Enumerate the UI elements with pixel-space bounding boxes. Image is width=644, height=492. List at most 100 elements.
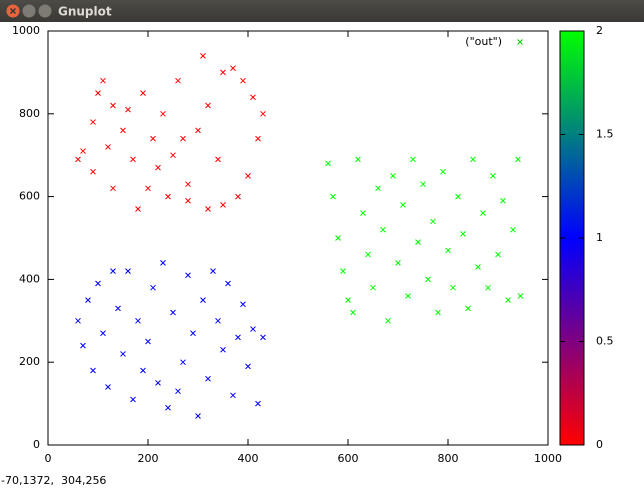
- point: [100, 77, 106, 84]
- point: [105, 144, 111, 150]
- point: [130, 396, 136, 403]
- point: [435, 309, 441, 316]
- point: [335, 235, 341, 241]
- point: [140, 90, 146, 96]
- maximize-button[interactable]: [38, 4, 52, 18]
- point: [220, 346, 226, 353]
- point: [225, 280, 231, 287]
- point: [135, 206, 141, 212]
- x-tick-label: 400: [238, 452, 259, 465]
- point: [170, 152, 176, 159]
- point: [155, 380, 161, 386]
- point: [115, 305, 121, 312]
- point: [125, 106, 131, 113]
- point: [190, 330, 196, 337]
- point: [430, 218, 436, 225]
- title-bar: [0, 0, 644, 22]
- point: [200, 297, 206, 303]
- point: [145, 338, 151, 345]
- point: [95, 90, 101, 96]
- colorbar-tick-label: 2: [596, 24, 603, 37]
- point: [205, 206, 211, 212]
- point: [510, 226, 516, 233]
- point: [220, 69, 226, 76]
- point: [425, 276, 431, 283]
- point: [145, 185, 151, 192]
- point: [470, 156, 476, 163]
- point: [480, 210, 486, 217]
- point: [495, 251, 501, 258]
- point: [380, 226, 386, 233]
- point: [355, 156, 361, 163]
- point: [350, 309, 356, 316]
- point: [255, 400, 261, 407]
- point: [215, 317, 221, 324]
- point: [140, 367, 146, 374]
- point: [340, 268, 346, 274]
- point: [410, 156, 416, 163]
- point: [170, 309, 176, 316]
- point: [365, 251, 371, 258]
- point: [130, 156, 136, 163]
- point: [215, 156, 221, 163]
- point: [390, 173, 396, 179]
- point: [475, 264, 481, 270]
- point: [460, 231, 466, 237]
- point: [220, 202, 226, 208]
- point: [135, 317, 141, 324]
- point: [150, 284, 156, 291]
- point: [445, 247, 451, 254]
- point: [517, 293, 524, 299]
- point: [175, 77, 181, 84]
- point: [110, 102, 116, 109]
- point: [110, 185, 116, 192]
- colorbar-tick-label: 1: [596, 231, 603, 244]
- point: [490, 173, 496, 179]
- point: [400, 202, 406, 208]
- colorbar-tick-label: 0: [596, 438, 603, 451]
- point: [185, 272, 191, 279]
- point: [95, 280, 101, 287]
- point: [180, 359, 186, 366]
- point: [75, 156, 81, 163]
- point: [240, 77, 246, 84]
- point: [200, 52, 206, 59]
- point: [230, 65, 236, 72]
- point: [235, 334, 241, 341]
- minimize-button[interactable]: [22, 4, 36, 18]
- point: [385, 317, 391, 324]
- legend-marker: [517, 39, 523, 45]
- point: [125, 268, 131, 274]
- x-tick-label: 0: [45, 452, 52, 465]
- point: [120, 351, 126, 357]
- plot-frame: [47, 30, 549, 446]
- point: [165, 193, 171, 200]
- point: [245, 173, 251, 179]
- point: [505, 297, 511, 303]
- point: [80, 148, 86, 154]
- point: [500, 197, 506, 204]
- point: [150, 135, 156, 142]
- point: [155, 164, 161, 171]
- point: [375, 185, 381, 192]
- point: [185, 181, 191, 188]
- y-tick-label: 200: [19, 355, 40, 368]
- point: [260, 110, 266, 117]
- point: [255, 135, 261, 142]
- point: [160, 110, 166, 117]
- point: [345, 297, 351, 303]
- y-tick-label: 1000: [12, 24, 40, 37]
- point: [370, 284, 376, 291]
- colorbar-tick-label: 1.5: [596, 128, 614, 141]
- point: [160, 259, 166, 266]
- point: [235, 193, 241, 200]
- point: [100, 330, 106, 337]
- point: [420, 181, 426, 188]
- point: [180, 135, 186, 142]
- x-tick-label: 200: [138, 452, 159, 465]
- point: [515, 156, 521, 163]
- point: [415, 239, 421, 245]
- point: [90, 119, 96, 125]
